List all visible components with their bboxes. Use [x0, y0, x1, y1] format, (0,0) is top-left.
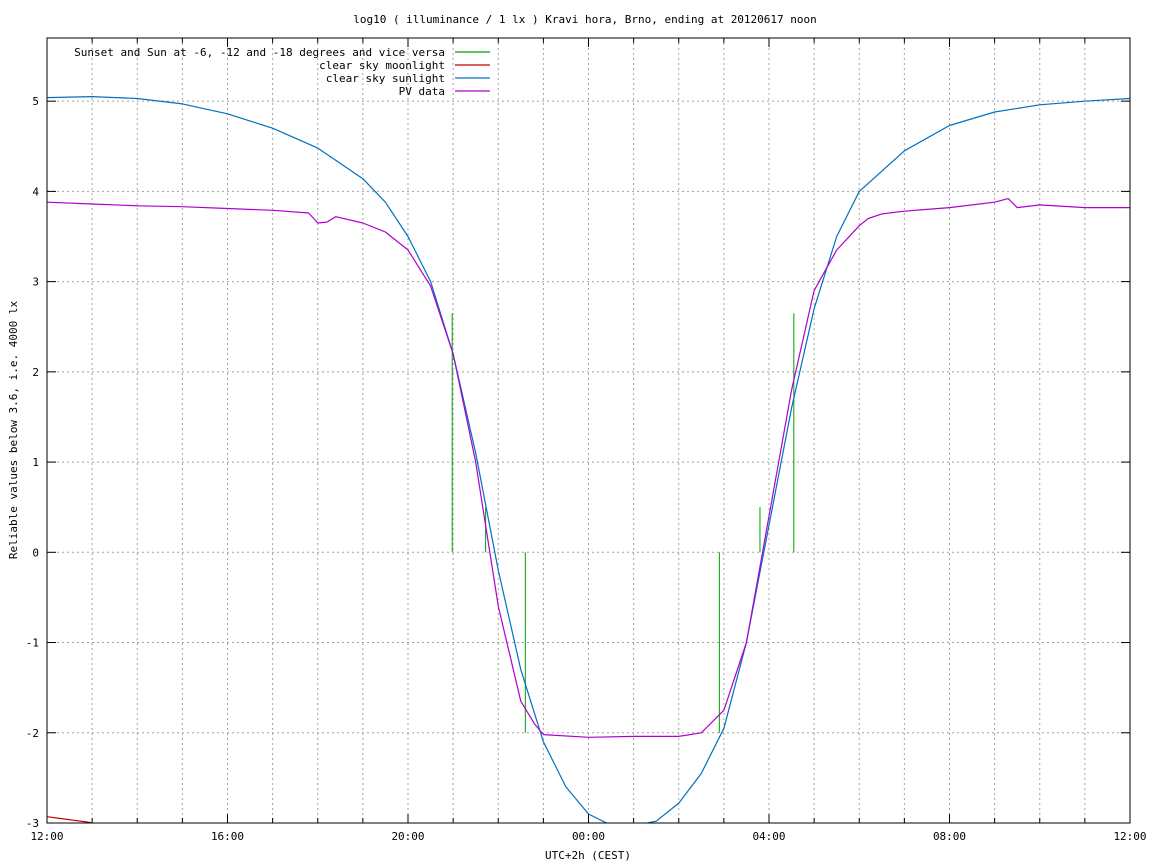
axis-ticks: 12:00 16:00 20:00 00:00 04:00 08:00 12:00-3-2-… — [26, 38, 1147, 843]
series-pv-data-line — [47, 198, 1130, 738]
y-axis-label: Reliable values below 3.6, i.e. 4000 lx — [7, 300, 20, 559]
legend-entry-label: Sunset and Sun at -6, -12 and -18 degree… — [74, 46, 445, 59]
x-tick-label: 16:00 — [211, 830, 244, 843]
y-tick-label: 3 — [32, 276, 39, 289]
x-tick-label: 04:00 — [752, 830, 785, 843]
y-tick-label: -1 — [26, 637, 39, 650]
series-clear-sky-moonlight-line — [47, 816, 93, 823]
y-tick-label: -2 — [26, 727, 39, 740]
legend-entry-label: PV data — [399, 85, 445, 98]
legend: Sunset and Sun at -6, -12 and -18 degree… — [74, 46, 490, 98]
x-tick-label: 00:00 — [572, 830, 605, 843]
data-series — [47, 95, 1130, 823]
y-tick-label: 2 — [32, 366, 39, 379]
x-axis-label: UTC+2h (CEST) — [545, 849, 631, 862]
x-tick-label: 08:00 — [933, 830, 966, 843]
x-tick-label: 12:00 — [1113, 830, 1146, 843]
grid-lines — [47, 38, 1130, 823]
legend-entry-label: clear sky moonlight — [319, 59, 445, 72]
x-tick-label: 12:00 — [30, 830, 63, 843]
y-tick-label: -3 — [26, 817, 39, 830]
chart-title: log10 ( illuminance / 1 lx ) Kravi hora,… — [353, 13, 817, 26]
y-tick-label: 1 — [32, 456, 39, 469]
series-clear-sky-sunlight-line — [47, 95, 1130, 823]
x-tick-label: 20:00 — [391, 830, 424, 843]
y-tick-label: 0 — [32, 546, 39, 559]
legend-entry-label: clear sky sunlight — [326, 72, 445, 85]
y-tick-label: 4 — [32, 185, 39, 198]
y-tick-label: 5 — [32, 95, 39, 108]
